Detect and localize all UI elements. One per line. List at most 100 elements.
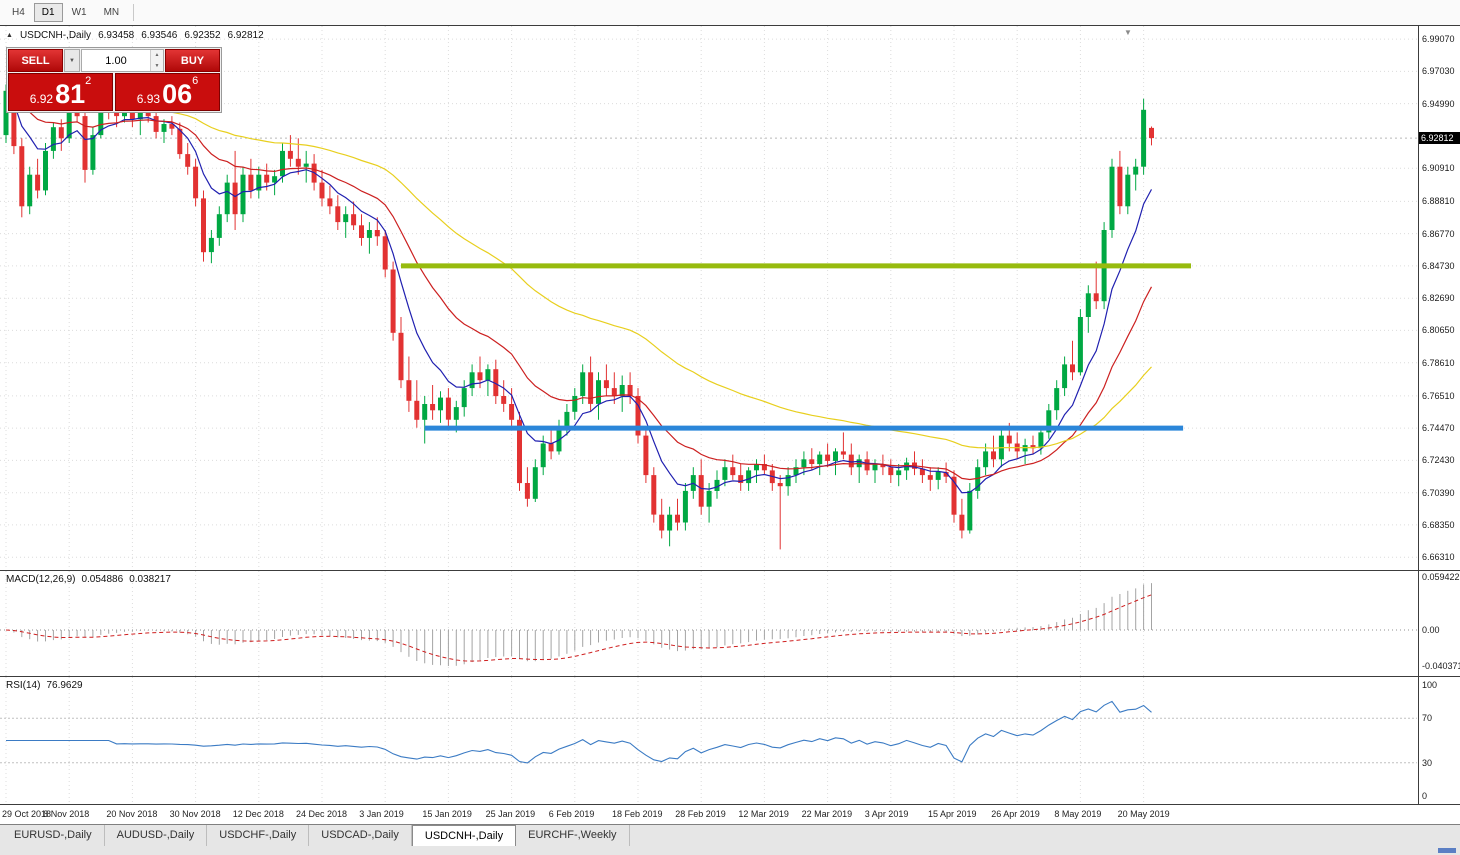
- current-price-tag: 6.92812: [1419, 132, 1460, 145]
- timeframe-button-w1[interactable]: W1: [64, 3, 95, 22]
- timeframe-button-d1[interactable]: D1: [33, 3, 63, 22]
- price-tick-label: 6.70390: [1422, 487, 1455, 498]
- sell-button[interactable]: SELL: [8, 49, 63, 72]
- price-tick-label: 6.66310: [1422, 552, 1455, 563]
- chart-tabs-bar: EURUSD-,Daily AUDUSD-,Daily USDCHF-,Daily U…: [0, 824, 1460, 846]
- symbol-arrow-icon: ▲: [6, 32, 13, 39]
- rsi-label: RSI(14) 76.9629: [6, 680, 83, 691]
- date-tick-label: 22 Mar 2019: [801, 809, 853, 819]
- price-tick-label: 6.94990: [1422, 98, 1455, 109]
- rsi-axis-label: 0: [1422, 791, 1428, 801]
- rsi-canvas[interactable]: [0, 677, 1417, 804]
- timeframe-button-mn[interactable]: MN: [96, 3, 128, 22]
- sell-price-display[interactable]: 6.92 81 2: [8, 73, 113, 111]
- chart-header: ▲ USDCNH-,Daily 6.93458 6.93546 6.92352 …: [6, 30, 264, 41]
- toolbar-separator: [133, 4, 135, 21]
- candlestick-series: [3, 81, 1154, 550]
- trade-prices-row: 6.92 81 2 6.93 06 6: [8, 73, 220, 111]
- ohlc-open: 6.93458: [98, 30, 135, 41]
- timeframe-button-h4[interactable]: H4: [4, 3, 33, 22]
- date-tick-label: 3 Jan 2019: [359, 809, 404, 819]
- timeframe-toolbar: H4 D1 W1 MN: [0, 0, 1460, 25]
- price-tick-label: 6.68350: [1422, 519, 1455, 530]
- date-tick-label: 30 Nov 2018: [169, 809, 221, 819]
- macd-label: MACD(12,26,9) 0.054886 0.038217: [6, 574, 171, 585]
- chart-shift-marker-icon[interactable]: ▼: [1124, 28, 1132, 37]
- rsi-axis-label: 100: [1422, 680, 1438, 690]
- status-bar: [0, 846, 1460, 855]
- date-tick-label: 20 May 2019: [1117, 809, 1170, 819]
- date-tick-label: 8 Nov 2018: [43, 809, 90, 819]
- price-tick-label: 6.72430: [1422, 455, 1455, 466]
- date-tick-label: 28 Feb 2019: [675, 809, 726, 819]
- macd-histogram: [13, 583, 1152, 666]
- volume-increase-button[interactable]: ▲: [151, 50, 163, 61]
- date-tick-label: 25 Jan 2019: [485, 809, 536, 819]
- buy-button[interactable]: BUY: [165, 49, 220, 72]
- macd-value-signal: 0.038217: [129, 574, 171, 585]
- status-indicator: [1438, 848, 1456, 853]
- rsi-axis[interactable]: 100 70 30 0: [1418, 677, 1460, 804]
- buy-price-pip-digit: 6: [192, 75, 199, 87]
- rsi-name: RSI(14): [6, 680, 41, 691]
- date-tick-label: 6 Feb 2019: [548, 809, 595, 819]
- rsi-line: [6, 700, 1152, 764]
- date-tick-label: 12 Mar 2019: [738, 809, 789, 819]
- chart-symbol-title: USDCNH-,Daily: [19, 30, 92, 41]
- price-tick-label: 6.74470: [1422, 423, 1455, 434]
- date-tick-label: 24 Dec 2018: [296, 809, 348, 819]
- macd-axis-label: 0.00: [1422, 624, 1440, 635]
- date-tick-label: 26 Apr 2019: [991, 809, 1040, 819]
- date-tick-label: 18 Feb 2019: [612, 809, 663, 819]
- price-chart-canvas[interactable]: [0, 26, 1417, 570]
- rsi-value: 76.9629: [46, 680, 83, 691]
- volume-decrease-button[interactable]: ▼: [151, 60, 163, 71]
- price-tick-label: 6.76510: [1422, 390, 1455, 401]
- rsi-indicator-panel[interactable]: 100 70 30 0 RSI(14) 76.9629: [0, 676, 1460, 804]
- ohlc-high: 6.93546: [141, 30, 178, 41]
- price-tick-label: 6.82690: [1422, 293, 1455, 304]
- buy-price-display[interactable]: 6.93 06 6: [115, 73, 220, 111]
- rsi-axis-label: 30: [1422, 757, 1433, 768]
- price-tick-label: 6.84730: [1422, 260, 1455, 271]
- macd-canvas[interactable]: [0, 571, 1417, 676]
- chart-tab-usdcad-daily[interactable]: USDCAD-,Daily: [309, 825, 412, 846]
- volume-input[interactable]: [82, 50, 150, 71]
- ohlc-low: 6.92352: [184, 30, 221, 41]
- chart-tab-eurchf-weekly[interactable]: EURCHF-,Weekly: [516, 825, 630, 846]
- chart-tab-usdcnh-daily[interactable]: USDCNH-,Daily: [411, 825, 517, 846]
- date-tick-label: 8 May 2019: [1054, 809, 1102, 819]
- price-tick-label: 6.90910: [1422, 163, 1455, 174]
- buy-price-prefix: 6.93: [136, 92, 161, 106]
- macd-value-main: 0.054886: [81, 574, 124, 585]
- rsi-axis-label: 70: [1422, 713, 1433, 724]
- buy-price-big-digits: 06: [162, 79, 193, 109]
- price-tick-label: 6.99070: [1422, 34, 1455, 45]
- price-chart-panel[interactable]: 6.99070 6.97030 6.94990 6.90910 6.88810 6.867…: [0, 25, 1460, 570]
- date-tick-label: 3 Apr 2019: [864, 809, 909, 819]
- macd-indicator-panel[interactable]: 0.059422 0.00 -0.040371 MACD(12,26,9) 0.05…: [0, 570, 1460, 676]
- ma-line-fast: [5, 90, 1153, 494]
- macd-signal-line: [5, 594, 1152, 662]
- trade-controls-row: SELL ▼ ▲ ▼ BUY: [8, 49, 220, 72]
- order-options-dropdown[interactable]: ▼: [64, 49, 80, 72]
- ma-line-medium: [5, 90, 1153, 481]
- sell-price-prefix: 6.92: [29, 92, 54, 106]
- chart-tab-usdchf-daily[interactable]: USDCHF-,Daily: [207, 825, 310, 846]
- timeframe-buttons: H4 D1 W1 MN: [4, 3, 128, 22]
- price-tick-label: 6.78610: [1422, 357, 1455, 368]
- chart-tab-audusd-daily[interactable]: AUDUSD-,Daily: [105, 825, 208, 846]
- volume-control: ▲ ▼: [81, 49, 164, 72]
- sell-price-pip-digit: 2: [85, 75, 92, 87]
- date-axis[interactable]: 29 Oct 2018 8 Nov 2018 20 Nov 2018 30 Nov 2…: [0, 804, 1460, 824]
- macd-axis-label: 0.059422: [1422, 572, 1460, 582]
- macd-axis[interactable]: 0.059422 0.00 -0.040371: [1418, 571, 1460, 676]
- ma-line-slow: [5, 90, 1152, 449]
- price-tick-label: 6.80650: [1422, 325, 1455, 336]
- chart-tab-eurusd-daily[interactable]: EURUSD-,Daily: [2, 825, 105, 846]
- price-tick-label: 6.88810: [1422, 196, 1455, 207]
- one-click-trading-widget: SELL ▼ ▲ ▼ BUY 6.92 81 2 6.9: [6, 47, 222, 113]
- price-tick-label: 6.97030: [1422, 66, 1455, 77]
- price-axis[interactable]: 6.99070 6.97030 6.94990 6.90910 6.88810 6.867…: [1418, 26, 1460, 570]
